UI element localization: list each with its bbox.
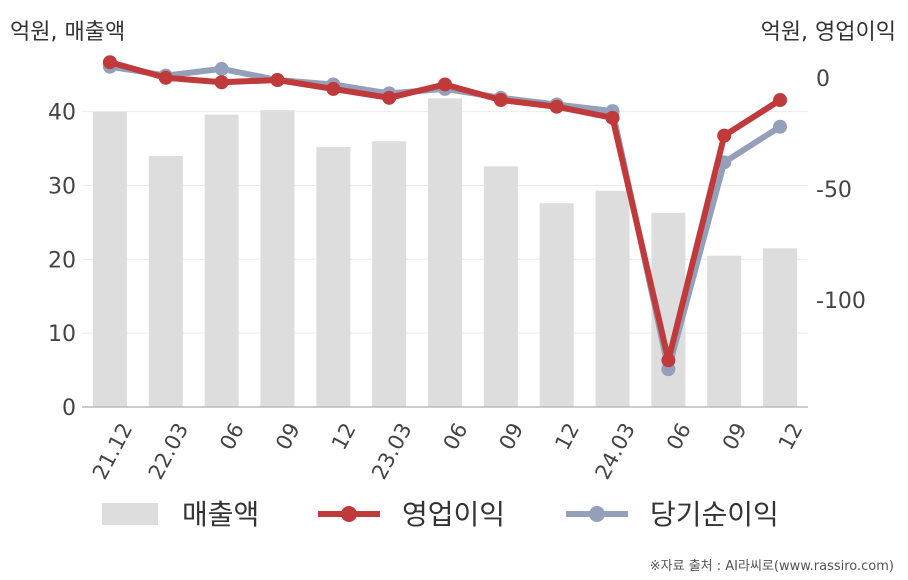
x-tick-label: 06 [439, 419, 473, 454]
x-tick-label: 06 [215, 419, 249, 454]
x-tick-label: 23.03 [367, 419, 416, 483]
revenue-bar [148, 155, 183, 407]
operating-profit-point [717, 128, 732, 143]
operating-profit-point [382, 90, 397, 105]
profit-lines [102, 55, 788, 377]
revenue-bar [595, 190, 630, 407]
right-axis-unit: 억원, 영업이익 [760, 20, 896, 45]
revenue-bars [92, 98, 798, 408]
left-tick-label: 20 [48, 248, 76, 273]
operating-profit-point [605, 110, 620, 125]
x-tick-label: 22.03 [144, 419, 193, 483]
revenue-bar [763, 248, 798, 407]
net-income-point [214, 61, 229, 76]
left-tick-label: 40 [48, 101, 76, 126]
left-axis-unit: 억원, 매출액 [10, 20, 126, 45]
x-tick-label: 06 [662, 419, 696, 454]
operating-profit-point [270, 73, 285, 88]
right-tick-label: -50 [816, 178, 852, 203]
x-tick-label: 09 [718, 419, 752, 454]
right-tick-label: -100 [816, 289, 866, 314]
operating-profit-point [773, 93, 788, 108]
revenue-bar [428, 98, 462, 408]
legend-marker-net-income [589, 506, 605, 522]
source-note: ※자료 출처 : AI라씨로(www.rassiro.com) [649, 559, 894, 574]
operating-profit-point [493, 93, 508, 108]
right-tick-label: 0 [816, 67, 830, 92]
operating-profit-point [102, 55, 117, 70]
x-tick-label: 12 [327, 419, 361, 454]
left-tick-label: 10 [48, 322, 76, 347]
revenue-bar [204, 114, 239, 408]
x-tick-label: 12 [774, 419, 808, 454]
net-income-point [773, 119, 788, 134]
x-tick-label: 24.03 [591, 419, 640, 483]
operating-profit-point [158, 70, 173, 85]
legend-swatch-revenue [102, 503, 158, 525]
legend-label: 당기순이익 [650, 498, 779, 531]
revenue-bar [539, 203, 574, 407]
legend-label: 영업이익 [402, 498, 505, 531]
operating-profit-point [549, 99, 564, 114]
operating-profit-point [326, 81, 341, 96]
operating-profit-point [214, 75, 229, 90]
x-tick-label: 09 [494, 419, 528, 454]
revenue-bar [92, 111, 127, 408]
revenue-bar [372, 141, 407, 407]
x-tick-label: 09 [271, 419, 305, 454]
revenue-bar [260, 110, 295, 407]
operating-profit-point [661, 353, 676, 368]
operating-profit-point [438, 77, 452, 92]
x-tick-label: 12 [550, 419, 584, 454]
left-tick-label: 30 [48, 175, 76, 200]
revenue-bar [316, 147, 351, 408]
revenue-bar [707, 255, 742, 407]
legend: 매출액 영업이익 당기순이익 [102, 498, 779, 531]
legend-marker-operating-profit [341, 506, 357, 522]
left-tick-label: 0 [62, 396, 76, 421]
x-tick-label: 21.12 [88, 419, 137, 483]
legend-label: 매출액 [182, 498, 259, 531]
revenue-bar [483, 166, 518, 407]
